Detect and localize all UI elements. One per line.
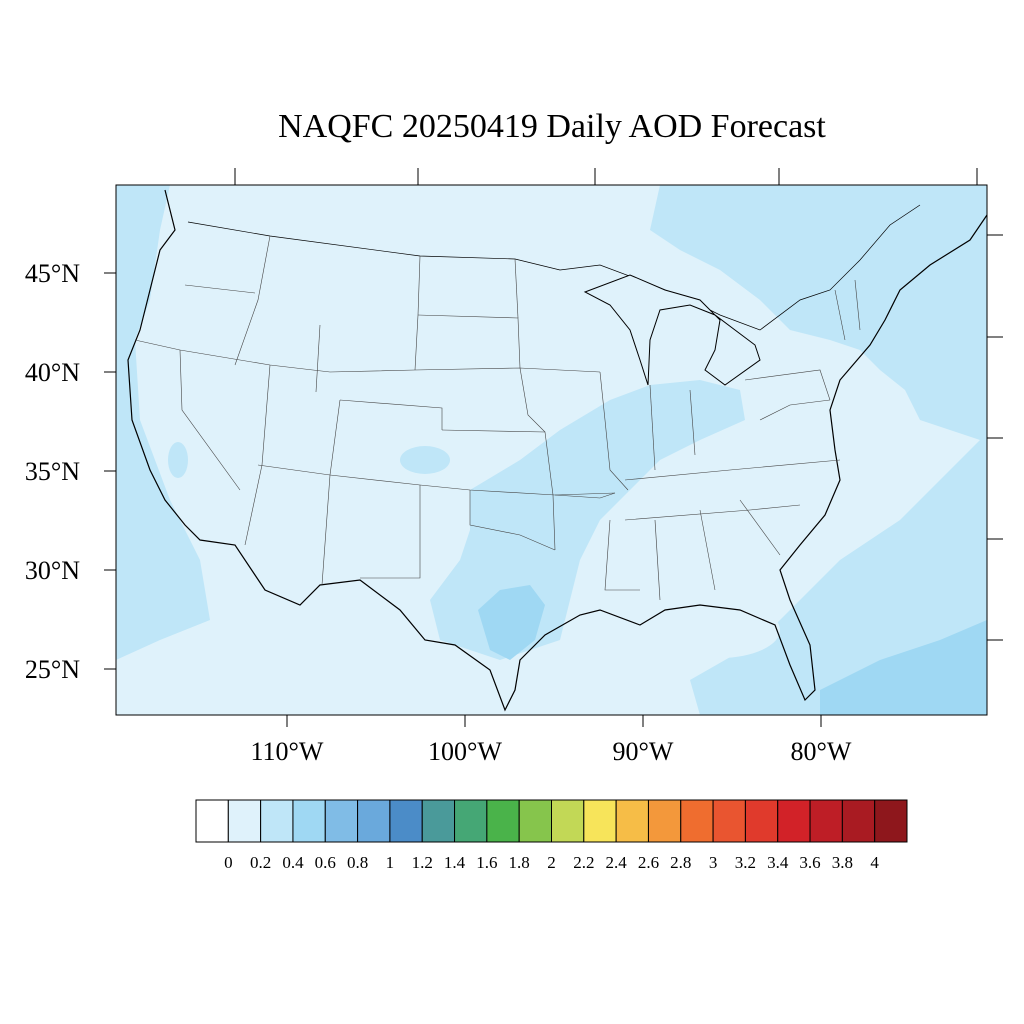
- colorbar-bin: [809, 799, 843, 843]
- colorbar-bin: [647, 799, 682, 843]
- colorbar-bin: [324, 799, 359, 843]
- lat-label-45: 45°N: [25, 259, 80, 288]
- lon-label-110: 110°W: [251, 737, 324, 766]
- aod-zone-caribbean-high: [820, 620, 987, 715]
- colorbar-bin: [357, 799, 391, 843]
- colorbar-tick-label: 4: [870, 853, 879, 872]
- colorbar-bin: [583, 799, 617, 843]
- aod-patch-colorado: [400, 446, 450, 474]
- lat-label-35: 35°N: [25, 457, 80, 486]
- colorbar-bin: [777, 799, 811, 843]
- colorbar-tick-label: 0: [224, 853, 233, 872]
- colorbar-bin: [680, 799, 714, 843]
- colorbar-tick-label: 0.2: [250, 853, 271, 872]
- colorbar: [195, 799, 908, 843]
- colorbar-tick-label: 1: [386, 853, 395, 872]
- colorbar-tick-label: 1.4: [444, 853, 466, 872]
- colorbar-labels: 0 0.2 0.4 0.6 0.8 1 1.2 1.4 1.6 1.8 2 2.2 2.4 2.6 2.8 3…: [224, 853, 879, 872]
- colorbar-bin: [841, 799, 876, 843]
- colorbar-tick-label: 2.4: [606, 853, 628, 872]
- map-title: NAQFC 20250419 Daily AOD Forecast: [278, 108, 826, 145]
- colorbar-tick-label: 0.8: [347, 853, 368, 872]
- colorbar-tick-label: 3: [709, 853, 718, 872]
- us-outline: [127, 189, 987, 712]
- colorbar-tick-label: 1.6: [476, 853, 497, 872]
- colorbar-bin: [421, 799, 456, 843]
- colorbar-bin: [615, 799, 649, 843]
- lat-label-25: 25°N: [25, 655, 80, 684]
- colorbar-bin: [486, 799, 520, 843]
- aod-zone-pacific: [116, 185, 210, 660]
- colorbar-bin: [518, 799, 553, 843]
- colorbar-tick-label: 2: [547, 853, 556, 872]
- colorbar-tick-label: 2.8: [670, 853, 691, 872]
- aod-patch-nevada: [168, 442, 188, 478]
- great-lakes: [583, 274, 761, 386]
- map-frame: [115, 184, 988, 716]
- lat-label-40: 40°N: [25, 358, 80, 387]
- colorbar-bin: [454, 799, 488, 843]
- colorbar-bin: [195, 799, 229, 843]
- colorbar-tick-label: 2.2: [573, 853, 594, 872]
- colorbar-tick-label: 1.2: [412, 853, 433, 872]
- lat-label-30: 30°N: [25, 556, 80, 585]
- colorbar-bin: [551, 799, 585, 843]
- colorbar-tick-label: 3.8: [832, 853, 853, 872]
- colorbar-bin: [227, 799, 262, 843]
- lon-label-100: 100°W: [428, 737, 502, 766]
- aod-patch-gulf: [660, 602, 780, 658]
- lon-label-80: 80°W: [791, 737, 852, 766]
- colorbar-tick-label: 1.8: [509, 853, 530, 872]
- colorbar-bin: [292, 799, 326, 843]
- state-boundaries: [134, 235, 861, 601]
- colorbar-bin: [389, 799, 423, 843]
- colorbar-tick-label: 2.6: [638, 853, 659, 872]
- colorbar-bin: [712, 799, 746, 843]
- colorbar-tick-label: 3.2: [735, 853, 756, 872]
- colorbar-bin: [874, 799, 908, 843]
- lon-label-90: 90°W: [613, 737, 674, 766]
- map-ticks: [104, 168, 1003, 727]
- colorbar-tick-label: 3.4: [767, 853, 789, 872]
- colorbar-tick-label: 3.6: [799, 853, 820, 872]
- colorbar-tick-label: 0.6: [315, 853, 336, 872]
- aod-field: [116, 185, 987, 715]
- colorbar-tick-label: 0.4: [282, 853, 304, 872]
- aod-zone-texas-high: [478, 585, 545, 660]
- aod-zone-atlantic: [650, 185, 987, 715]
- colorbar-bin: [744, 799, 779, 843]
- colorbar-bin: [260, 799, 294, 843]
